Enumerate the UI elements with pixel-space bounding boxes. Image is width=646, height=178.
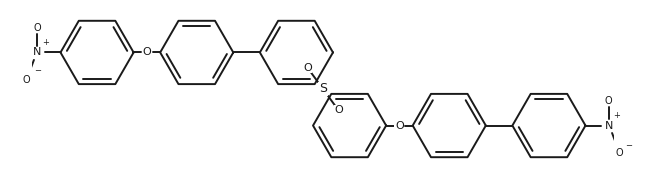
Text: S: S bbox=[319, 82, 327, 96]
Text: O: O bbox=[303, 62, 312, 72]
Text: O: O bbox=[143, 48, 151, 57]
Text: O: O bbox=[23, 75, 30, 85]
Text: O: O bbox=[334, 106, 343, 116]
Text: N: N bbox=[605, 121, 613, 130]
Text: +: + bbox=[614, 111, 621, 120]
Text: O: O bbox=[605, 96, 612, 106]
Text: N: N bbox=[33, 48, 41, 57]
Text: O: O bbox=[395, 121, 404, 130]
Text: −: − bbox=[34, 66, 41, 75]
Text: −: − bbox=[625, 141, 632, 150]
Text: O: O bbox=[34, 23, 41, 33]
Text: O: O bbox=[616, 148, 623, 158]
Text: +: + bbox=[42, 38, 49, 47]
